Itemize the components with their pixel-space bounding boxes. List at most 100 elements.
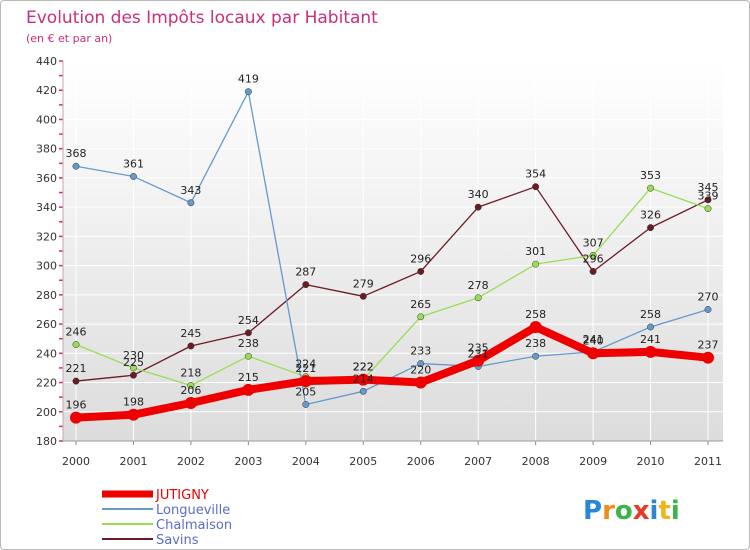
data-label-savins: 354	[525, 168, 546, 181]
y-tick-label: 400	[36, 113, 57, 126]
data-point-longueville	[72, 162, 80, 170]
data-point-longueville	[302, 401, 310, 408]
data-point-savins	[359, 292, 367, 300]
data-point-jutigny	[70, 411, 82, 424]
y-tick-label: 440	[36, 55, 57, 68]
logo-letter: i	[650, 496, 659, 526]
data-point-longueville	[359, 387, 367, 395]
y-tick-label: 320	[36, 230, 57, 243]
data-point-chalmaison	[187, 382, 195, 389]
data-point-chalmaison	[417, 313, 425, 321]
y-tick-label: 220	[36, 377, 57, 390]
data-label-chalmaison: 224	[295, 358, 316, 371]
data-label-savins: 296	[410, 252, 431, 265]
y-tick-label: 420	[36, 84, 57, 97]
data-label-longueville: 258	[640, 308, 661, 321]
data-point-savins	[244, 329, 252, 337]
data-label-savins: 225	[123, 356, 144, 369]
proxiti-logo: Proxiti	[583, 496, 680, 526]
data-point-jutigny	[357, 373, 370, 386]
data-point-longueville	[244, 88, 252, 96]
data-point-jutigny	[127, 408, 140, 421]
data-label-savins: 296	[583, 252, 604, 265]
logo-letter: i	[671, 496, 680, 526]
logo-letter: P	[583, 496, 602, 526]
data-point-jutigny	[529, 321, 542, 333]
y-tick-label: 200	[36, 406, 57, 419]
data-label-longueville: 233	[410, 345, 431, 358]
data-label-jutigny: 241	[640, 333, 661, 346]
data-point-savins	[474, 203, 482, 211]
x-tick-label: 2007	[464, 455, 492, 468]
data-point-chalmaison	[130, 364, 137, 372]
data-point-chalmaison	[244, 352, 252, 360]
data-label-savins: 245	[180, 327, 201, 340]
data-point-longueville	[130, 173, 137, 180]
y-tick-label: 380	[36, 143, 57, 156]
data-point-jutigny	[644, 345, 657, 358]
logo-letter: t	[658, 496, 670, 526]
data-point-jutigny	[472, 354, 485, 367]
data-label-jutigny: 237	[698, 339, 719, 352]
y-tick-label: 240	[36, 347, 57, 360]
data-label-jutigny: 222	[353, 361, 374, 374]
data-label-jutigny: 215	[238, 371, 259, 384]
y-tick-label: 180	[36, 435, 57, 448]
data-label-jutigny: 221	[295, 362, 316, 375]
data-point-savins	[130, 371, 137, 379]
legend-label-jutigny: JUTIGNY	[155, 488, 209, 503]
data-label-savins: 345	[698, 181, 719, 194]
data-label-chalmaison: 238	[238, 337, 259, 350]
data-point-longueville	[187, 199, 195, 207]
x-tick-label: 2005	[349, 455, 377, 468]
data-point-longueville	[417, 360, 425, 367]
data-label-longueville: 270	[698, 290, 719, 303]
data-label-longueville: 214	[353, 372, 374, 385]
x-tick-label: 2004	[292, 455, 320, 468]
x-tick-label: 2006	[407, 455, 435, 468]
x-tick-label: 2010	[637, 455, 665, 468]
data-label-longueville: 419	[238, 73, 259, 86]
data-point-savins	[647, 224, 654, 232]
data-label-longueville: 368	[66, 147, 87, 160]
axis-layer: 180 200 220 240 260 280 300 320 340 360 380 400 420 4…	[36, 55, 723, 468]
data-point-savins	[589, 268, 597, 275]
data-label-jutigny: 206	[180, 384, 201, 397]
data-point-longueville	[532, 352, 540, 360]
data-label-layer: 221 225 245 254 287 279 296 340 354 296 326 345 246 2…	[66, 73, 719, 412]
data-label-savins: 221	[66, 362, 87, 375]
data-point-savins	[302, 281, 310, 289]
data-label-savins: 254	[238, 314, 259, 327]
data-point-chalmaison	[474, 294, 482, 302]
data-point-savins	[417, 268, 425, 275]
data-point-savins	[187, 342, 195, 350]
data-label-chalmaison: 307	[583, 236, 604, 249]
y-tick-label: 300	[36, 260, 57, 273]
data-point-chalmaison	[589, 251, 597, 259]
y-tick-label: 360	[36, 172, 57, 185]
data-label-jutigny: 235	[468, 342, 489, 355]
data-label-longueville: 241	[583, 333, 604, 346]
x-tick-label: 2009	[579, 455, 607, 468]
data-point-longueville	[647, 323, 654, 331]
chart-title: Evolution des Impôts locaux par Habitant	[26, 8, 378, 28]
data-point-jutigny	[299, 375, 312, 388]
y-tick-label: 280	[36, 289, 57, 302]
data-point-savins	[532, 183, 540, 191]
data-point-jutigny	[414, 376, 427, 389]
legend-label-chalmaison: Chalmaison	[156, 518, 232, 533]
data-point-chalmaison	[72, 341, 80, 348]
data-label-chalmaison: 265	[410, 298, 431, 311]
data-label-savins: 279	[353, 277, 374, 290]
legend-label-savins: Savins	[156, 533, 199, 548]
series-line-chalmaison	[75, 187, 709, 387]
data-label-chalmaison: 301	[525, 245, 546, 258]
x-tick-label: 2001	[119, 455, 147, 468]
data-point-jutigny	[587, 347, 600, 360]
data-label-longueville: 343	[180, 184, 201, 197]
data-label-jutigny: 258	[525, 308, 546, 321]
legend-label-longueville: Longueville	[156, 503, 230, 518]
